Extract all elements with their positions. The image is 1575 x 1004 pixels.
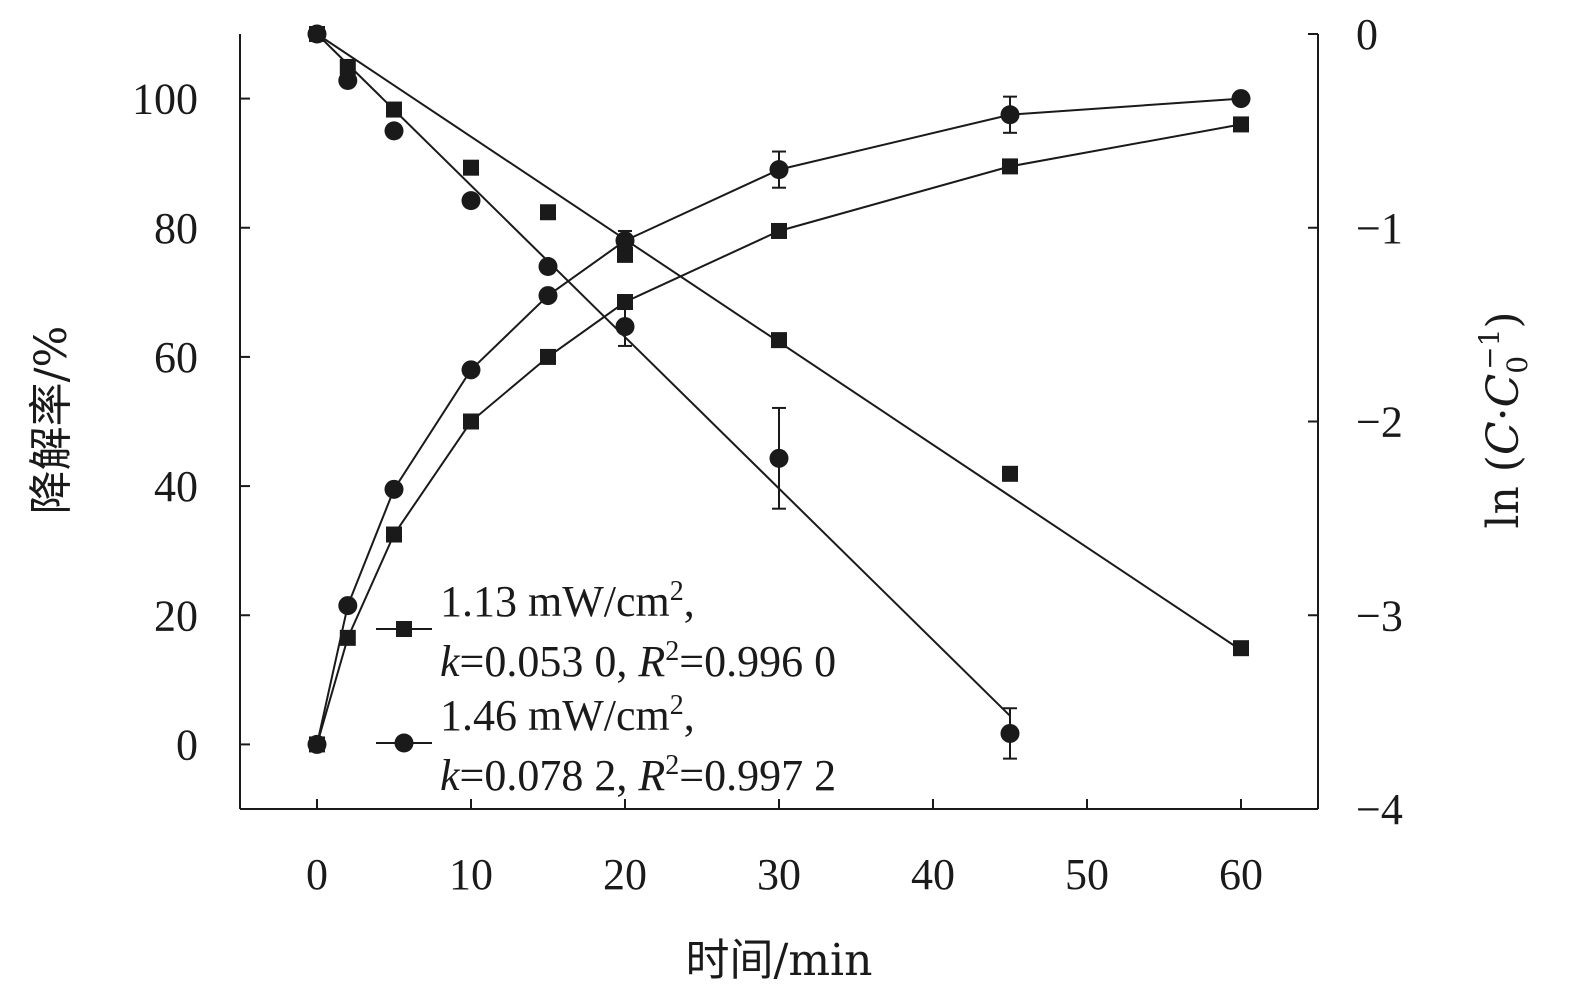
ln-series [307, 24, 1020, 760]
legend-superscript: 2 [665, 750, 679, 781]
right-y-tick-label: −3 [1356, 591, 1403, 640]
square-marker [617, 246, 633, 263]
square-marker [463, 413, 479, 430]
degradation-series [307, 89, 1251, 754]
circle-marker [1000, 105, 1020, 125]
right-y-tick-label: −1 [1356, 204, 1403, 253]
legend-label-line2: k=0.078 2, R2=0.997 2 [440, 750, 836, 800]
legend-text-part: =0.053 0, [460, 637, 639, 686]
square-marker [1233, 116, 1249, 133]
x-tick-label: 0 [306, 850, 328, 899]
circle-marker [338, 71, 358, 90]
legend-text-part: =0.078 2, [460, 751, 639, 800]
ln-series [309, 26, 1249, 657]
series-layer [307, 24, 1251, 760]
square-marker [339, 58, 356, 75]
x-tick-label: 30 [757, 850, 801, 899]
square-marker [396, 621, 412, 637]
right-y-axis-ticks: 0 −1 −2 −3 −4 [1308, 10, 1403, 834]
square-marker [771, 332, 787, 349]
fit-line [316, 33, 1011, 717]
left-y-tick-label: 0 [176, 720, 198, 769]
square-marker [1002, 465, 1018, 482]
circle-marker [1000, 723, 1020, 743]
left-y-tick-label: 80 [154, 204, 198, 253]
left-y-tick-label: 40 [154, 462, 198, 511]
x-axis-title: 时间/min [686, 935, 873, 986]
left-y-axis-ticks: 0 20 40 60 80 100 [132, 75, 250, 769]
right-title-text: ) [1478, 311, 1529, 328]
legend-text-part: , [684, 691, 695, 740]
right-title-superscript: −1 [1473, 329, 1506, 370]
x-tick-label: 50 [1065, 850, 1109, 899]
left-y-tick-label: 60 [154, 333, 198, 382]
circle-marker [769, 448, 789, 468]
x-tick-label: 40 [911, 850, 955, 899]
circle-marker [538, 286, 558, 306]
square-marker [771, 222, 787, 239]
legend-text-part: 1.46 mW/cm [440, 691, 670, 740]
right-y-tick-label: 0 [1356, 10, 1378, 59]
legend: 1.13 mW/cm2,k=0.053 0, R2=0.996 01.46 mW… [376, 576, 836, 800]
square-marker [339, 629, 356, 646]
left-y-tick-label: 20 [154, 591, 198, 640]
circle-marker [769, 160, 789, 180]
square-marker [540, 348, 556, 365]
square-marker [540, 204, 556, 221]
circle-marker [307, 734, 327, 754]
square-marker [386, 526, 402, 543]
right-y-axis-title: ln (C·C0−1) [1473, 311, 1534, 528]
x-tick-label: 10 [449, 850, 493, 899]
legend-var: R [637, 637, 665, 686]
legend-superscript: 2 [670, 576, 684, 607]
right-y-tick-label: −2 [1356, 398, 1403, 447]
legend-superscript: 2 [670, 690, 684, 721]
right-title-dot: · [1478, 407, 1529, 421]
x-axis-ticks: 0 10 20 30 40 50 60 [306, 799, 1263, 899]
right-title-text: ln ( [1478, 455, 1529, 529]
right-title-var: C [1478, 374, 1529, 408]
legend-label-line2: k=0.053 0, R2=0.996 0 [440, 636, 836, 686]
legend-superscript: 2 [665, 636, 679, 667]
square-marker [617, 294, 633, 311]
legend-label-line1: 1.46 mW/cm2, [440, 690, 695, 740]
x-tick-label: 20 [603, 850, 647, 899]
right-y-tick-label: −4 [1356, 785, 1403, 834]
circle-marker [307, 24, 327, 44]
right-title-subscript: 0 [1501, 356, 1534, 374]
circle-marker [1231, 89, 1251, 109]
square-marker [463, 159, 479, 176]
square-marker [1002, 158, 1018, 175]
square-marker [1233, 640, 1249, 657]
right-title-var: C [1478, 421, 1529, 455]
circle-marker [384, 121, 404, 141]
legend-var: k [440, 637, 461, 686]
legend-label-line1: 1.13 mW/cm2, [440, 576, 695, 626]
legend-text-part: , [684, 577, 695, 626]
legend-text-part: =0.996 0 [679, 637, 836, 686]
x-tick-label: 60 [1219, 850, 1263, 899]
circle-marker [461, 360, 481, 380]
circle-marker [538, 257, 558, 276]
legend-text-part: 1.13 mW/cm [440, 577, 670, 626]
circle-marker [615, 317, 635, 337]
legend-item: 1.13 mW/cm2,k=0.053 0, R2=0.996 0 [376, 576, 836, 686]
legend-text-part: =0.997 2 [679, 751, 836, 800]
circle-marker [461, 191, 481, 211]
circle-marker [338, 596, 358, 616]
circle-marker [394, 733, 414, 753]
legend-var: k [440, 751, 461, 800]
circle-marker [384, 479, 404, 499]
left-y-tick-label: 100 [132, 75, 198, 124]
left-y-axis-title: 降解率/% [26, 326, 77, 515]
legend-item: 1.46 mW/cm2,k=0.078 2, R2=0.997 2 [376, 690, 836, 800]
legend-var: R [637, 751, 665, 800]
